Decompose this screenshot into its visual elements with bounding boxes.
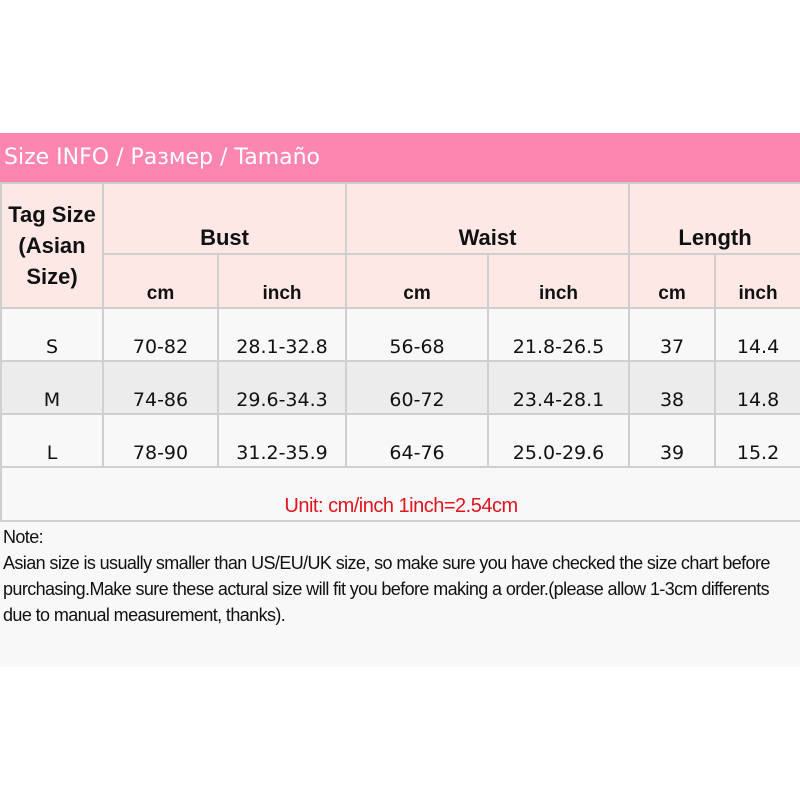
unit-header: cm [102, 253, 219, 309]
note-label: Note: [3, 527, 44, 547]
size-cell: M [0, 360, 104, 415]
value-cell: 29.6-34.3 [216, 360, 348, 415]
value-cell: 28.1-32.8 [216, 307, 348, 362]
value-cell: 38 [628, 360, 717, 415]
table-row: M 74-86 29.6-34.3 60-72 23.4-28.1 38 14.… [0, 360, 800, 415]
unit-header: inch [487, 253, 631, 309]
unit-header: cm [628, 253, 717, 309]
value-cell: 23.4-28.1 [487, 360, 631, 415]
value-cell: 60-72 [345, 360, 490, 415]
value-cell: 21.8-26.5 [487, 307, 631, 362]
unit-header: inch [216, 253, 348, 309]
waist-header: Waist [345, 182, 631, 255]
size-table: Tag Size (Asian Size) Bust Waist Length … [0, 182, 800, 522]
bust-header: Bust [101, 182, 348, 255]
value-cell: 70-82 [102, 307, 219, 362]
value-cell: 78-90 [102, 413, 219, 468]
value-cell: 56-68 [345, 307, 490, 362]
length-header: Length [628, 182, 800, 255]
unit-header: inch [714, 253, 800, 309]
note-section: Note: Asian size is usually smaller than… [0, 520, 800, 667]
unit-header: cm [345, 253, 490, 309]
note-text: Asian size is usually smaller than US/EU… [3, 553, 770, 625]
unit-conversion-note: Unit: cm/inch 1inch=2.54cm [0, 466, 800, 522]
value-cell: 25.0-29.6 [487, 413, 631, 468]
size-cell: L [0, 413, 104, 468]
size-cell: S [0, 307, 104, 362]
value-cell: 64-76 [345, 413, 490, 468]
value-cell: 14.8 [714, 360, 800, 415]
value-cell: 31.2-35.9 [216, 413, 348, 468]
value-cell: 15.2 [714, 413, 800, 468]
table-row: L 78-90 31.2-35.9 64-76 25.0-29.6 39 15.… [0, 413, 800, 468]
value-cell: 14.4 [714, 307, 800, 362]
table-row: S 70-82 28.1-32.8 56-68 21.8-26.5 37 14.… [0, 307, 800, 362]
value-cell: 39 [628, 413, 717, 468]
value-cell: 74-86 [102, 360, 219, 415]
value-cell: 37 [628, 307, 717, 362]
size-info-banner: Size INFO / Размер / Tamaño [0, 133, 800, 182]
tag-size-header: Tag Size (Asian Size) [0, 182, 104, 309]
